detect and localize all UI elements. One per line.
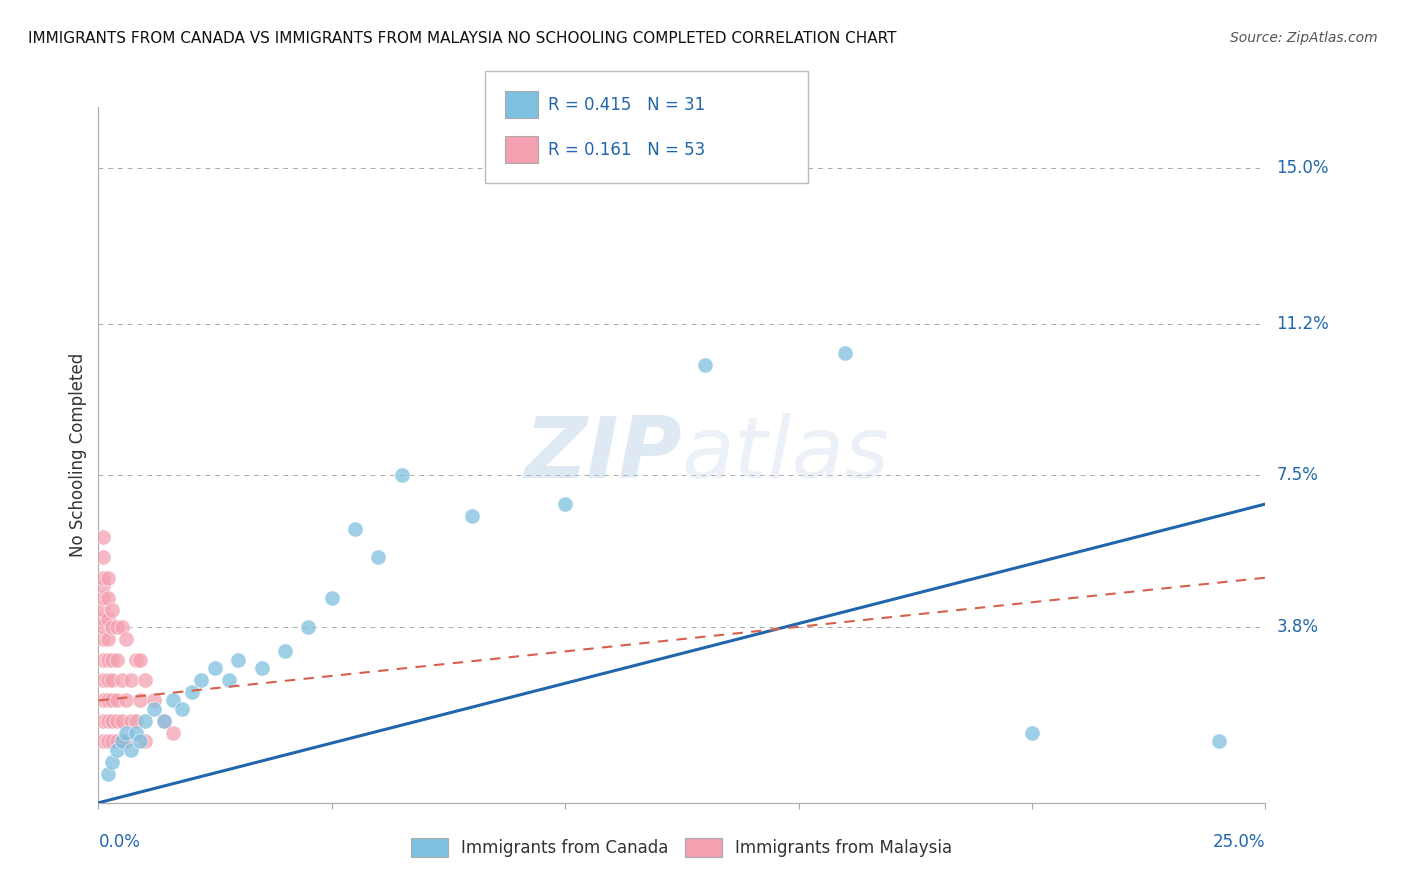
Point bbox=[91, 652, 114, 666]
Point bbox=[125, 652, 148, 666]
Point bbox=[97, 767, 120, 781]
Point bbox=[101, 652, 124, 666]
Point bbox=[91, 734, 114, 748]
Point bbox=[91, 579, 114, 593]
Point bbox=[97, 714, 120, 728]
Text: 11.2%: 11.2% bbox=[1277, 315, 1329, 333]
Text: atlas: atlas bbox=[682, 413, 890, 497]
Point bbox=[97, 632, 120, 646]
Point bbox=[344, 522, 367, 536]
Point bbox=[120, 673, 142, 687]
Point bbox=[172, 701, 194, 715]
Text: R = 0.161   N = 53: R = 0.161 N = 53 bbox=[548, 141, 706, 159]
Point bbox=[120, 714, 142, 728]
Point bbox=[105, 734, 128, 748]
Point bbox=[111, 620, 134, 634]
Text: 15.0%: 15.0% bbox=[1277, 160, 1329, 178]
Point bbox=[162, 726, 184, 740]
Point bbox=[180, 685, 202, 699]
Point bbox=[105, 693, 128, 707]
Point bbox=[250, 661, 273, 675]
Point bbox=[274, 644, 297, 658]
Point bbox=[190, 673, 212, 687]
Point bbox=[91, 530, 114, 544]
Point bbox=[97, 673, 120, 687]
Point bbox=[218, 673, 240, 687]
Point bbox=[125, 726, 148, 740]
Point bbox=[695, 358, 717, 372]
Point bbox=[105, 652, 128, 666]
Point bbox=[129, 652, 152, 666]
Point bbox=[143, 693, 166, 707]
Text: ZIP: ZIP bbox=[524, 413, 682, 497]
Point bbox=[204, 661, 226, 675]
Point bbox=[91, 632, 114, 646]
Point bbox=[115, 632, 138, 646]
Point bbox=[97, 612, 120, 626]
Text: R = 0.415   N = 31: R = 0.415 N = 31 bbox=[548, 95, 706, 113]
Point bbox=[297, 620, 319, 634]
Point bbox=[111, 734, 134, 748]
Point bbox=[97, 652, 120, 666]
Point bbox=[120, 742, 142, 756]
Point bbox=[101, 673, 124, 687]
Point bbox=[391, 468, 413, 483]
Point bbox=[97, 734, 120, 748]
Point bbox=[97, 693, 120, 707]
Point bbox=[367, 550, 389, 565]
Point bbox=[115, 726, 138, 740]
Point bbox=[115, 693, 138, 707]
Point bbox=[91, 612, 114, 626]
Point bbox=[111, 714, 134, 728]
Point bbox=[152, 714, 174, 728]
Point bbox=[97, 591, 120, 606]
Point bbox=[129, 734, 152, 748]
Point bbox=[91, 550, 114, 565]
Text: 7.5%: 7.5% bbox=[1277, 467, 1319, 484]
Point bbox=[105, 742, 128, 756]
Y-axis label: No Schooling Completed: No Schooling Completed bbox=[69, 353, 87, 557]
Point bbox=[152, 714, 174, 728]
Point bbox=[111, 673, 134, 687]
Point bbox=[101, 755, 124, 769]
Point bbox=[1021, 726, 1043, 740]
Text: IMMIGRANTS FROM CANADA VS IMMIGRANTS FROM MALAYSIA NO SCHOOLING COMPLETED CORREL: IMMIGRANTS FROM CANADA VS IMMIGRANTS FRO… bbox=[28, 31, 897, 46]
Point bbox=[105, 620, 128, 634]
Point bbox=[134, 673, 156, 687]
Point bbox=[143, 701, 166, 715]
Point bbox=[101, 603, 124, 617]
Point bbox=[91, 714, 114, 728]
Point bbox=[91, 693, 114, 707]
Legend: Immigrants from Canada, Immigrants from Malaysia: Immigrants from Canada, Immigrants from … bbox=[405, 831, 959, 864]
Point bbox=[91, 620, 114, 634]
Point bbox=[91, 603, 114, 617]
Point bbox=[1208, 734, 1230, 748]
Point bbox=[834, 345, 856, 359]
Point bbox=[461, 509, 484, 524]
Point bbox=[134, 714, 156, 728]
Point bbox=[91, 591, 114, 606]
Point bbox=[91, 673, 114, 687]
Point bbox=[105, 714, 128, 728]
Point bbox=[97, 571, 120, 585]
Point bbox=[101, 714, 124, 728]
Point bbox=[101, 620, 124, 634]
Point bbox=[125, 714, 148, 728]
Point bbox=[228, 652, 250, 666]
Text: 25.0%: 25.0% bbox=[1213, 833, 1265, 851]
Point bbox=[162, 693, 184, 707]
Point bbox=[129, 693, 152, 707]
Text: 3.8%: 3.8% bbox=[1277, 618, 1319, 636]
Point bbox=[134, 734, 156, 748]
Point bbox=[101, 693, 124, 707]
Point bbox=[321, 591, 343, 606]
Point bbox=[91, 571, 114, 585]
Text: 0.0%: 0.0% bbox=[98, 833, 141, 851]
Text: Source: ZipAtlas.com: Source: ZipAtlas.com bbox=[1230, 31, 1378, 45]
Point bbox=[554, 497, 576, 511]
Point bbox=[111, 734, 134, 748]
Point bbox=[101, 734, 124, 748]
Point bbox=[115, 734, 138, 748]
